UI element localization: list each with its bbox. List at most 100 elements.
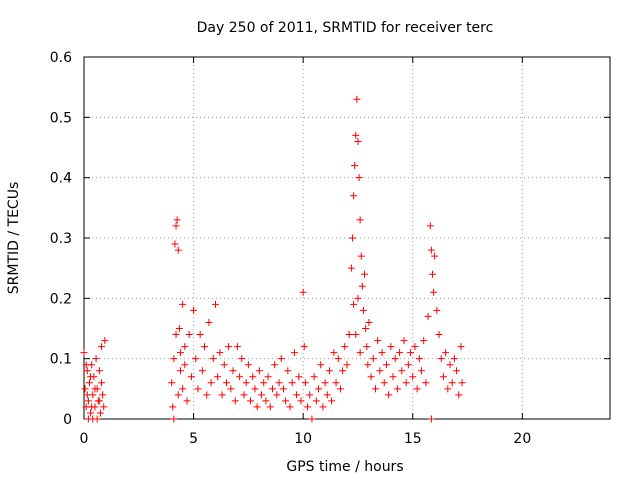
data-point [458,379,466,387]
data-point [192,355,200,363]
x-tick-label: 0 [80,431,89,447]
data-point [396,349,404,357]
data-point [439,373,447,381]
y-tick-label: 0.6 [50,50,72,66]
data-point [301,379,309,387]
data-point [176,367,184,375]
data-point [450,355,458,363]
data-point [312,397,320,405]
data-point [83,367,91,375]
data-point [275,379,283,387]
data-point [380,379,388,387]
data-point [229,367,237,375]
data-point [212,300,219,308]
data-point [176,349,184,357]
data-point [306,391,314,399]
data-point [300,343,308,351]
chart-title: Day 250 of 2011, SRMTID for receiver ter… [197,20,494,36]
data-point [350,192,358,200]
data-point [222,379,230,387]
axis-ticks [83,56,610,420]
data-point [205,318,213,326]
data-point [99,391,107,399]
x-axis-label: GPS time / hours [286,459,403,475]
data-point [418,367,426,375]
data-point [453,367,461,375]
y-tick-label: 0.1 [50,352,72,368]
data-point [218,391,226,399]
data-point [361,270,369,278]
data-point [238,355,246,363]
data-point [345,331,353,339]
data-point [171,240,179,248]
data-point [437,355,445,363]
data-point [424,312,432,320]
data-point [249,373,257,381]
data-point [407,349,415,357]
data-point [194,385,202,393]
data-point [100,403,108,411]
data-point [293,391,301,399]
data-point [413,385,421,393]
data-point [170,415,178,423]
y-tick-label: 0.3 [50,231,72,247]
data-point [227,385,235,393]
y-tick-label: 0.4 [50,171,72,187]
grid-lines [84,57,610,419]
data-point [290,349,298,357]
data-point [404,361,412,369]
data-point [332,379,340,387]
data-point [201,343,209,351]
data-point [355,174,363,182]
data-point [92,355,100,363]
data-point [207,379,215,387]
data-point [317,361,325,369]
data-point [455,391,463,399]
data-point [319,403,327,411]
data-point [446,361,454,369]
y-tick-label: 0.5 [50,110,72,126]
data-point [350,300,358,308]
data-point [93,415,101,423]
data-point [398,367,406,375]
data-point [170,355,178,363]
data-point [95,367,103,375]
data-point [364,361,372,369]
data-point [356,216,364,224]
data-point [402,379,410,387]
data-point [209,355,217,363]
data-point [87,373,95,381]
data-point [323,391,331,399]
data-point [427,246,435,254]
data-point [347,264,355,272]
data-point [87,409,95,417]
data-point [225,343,233,351]
data-point [101,337,109,345]
x-tick-labels: 0 5 10 15 20 [80,431,532,447]
data-point [82,361,90,369]
data-point [378,349,386,357]
data-point [374,337,382,345]
data-point [260,379,268,387]
data-point [172,222,180,230]
data-point [339,367,347,375]
y-tick-labels: 0 0.1 0.2 0.3 0.4 0.5 0.6 [50,50,72,428]
data-point [266,403,274,411]
data-point [299,288,307,296]
data-point [351,162,359,170]
data-point [169,403,177,411]
data-point [255,367,263,375]
data-point [172,331,180,339]
data-point [247,397,255,405]
data-point [175,325,183,332]
data-point [216,349,224,357]
data-points [80,95,466,423]
y-axis-label: SRMTID / TECUs [6,182,22,295]
data-point [181,343,189,351]
data-point [297,397,305,405]
data-point [352,131,360,139]
data-point [336,385,344,393]
data-point [328,397,336,405]
data-point [168,379,176,387]
